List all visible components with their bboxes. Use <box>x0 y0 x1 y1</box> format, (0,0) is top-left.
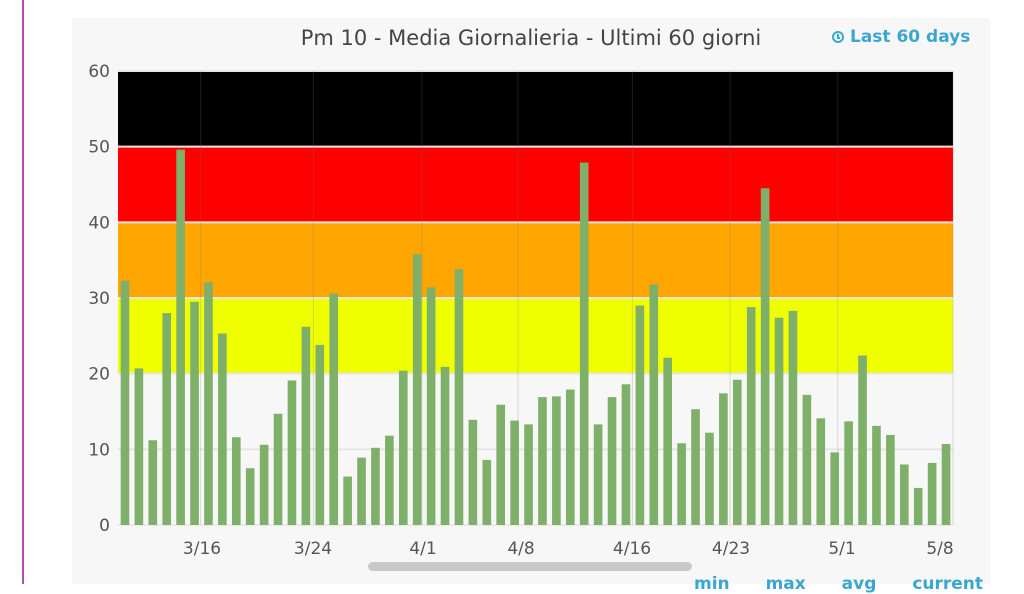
y-tick-label-0: 0 <box>99 516 110 536</box>
bar-20[interactable] <box>398 370 408 525</box>
bar-36[interactable] <box>621 384 631 525</box>
bar-59[interactable] <box>941 444 951 525</box>
bar-5[interactable] <box>190 301 199 525</box>
bar-1[interactable] <box>134 368 144 525</box>
chart-scrollbar[interactable] <box>368 562 692 571</box>
time-range-link[interactable]: Last 60 days <box>832 27 970 47</box>
bar-49[interactable] <box>802 394 812 525</box>
bar-7[interactable] <box>218 333 227 525</box>
bar-44[interactable] <box>732 379 742 525</box>
bar-11[interactable] <box>273 413 283 525</box>
bar-56[interactable] <box>899 464 909 525</box>
x-tick-label-3: 4/8 <box>507 539 534 559</box>
legend-max[interactable]: max <box>765 574 806 594</box>
bar-39[interactable] <box>663 357 673 525</box>
bar-54[interactable] <box>872 425 881 525</box>
y-tick-label-2: 20 <box>88 365 110 385</box>
bar-43[interactable] <box>719 393 728 525</box>
x-tick-label-6: 5/1 <box>828 539 855 559</box>
y-tick-label-3: 30 <box>88 289 110 309</box>
bar-15[interactable] <box>329 293 339 525</box>
bar-33[interactable] <box>579 162 589 525</box>
bar-0[interactable] <box>120 280 130 525</box>
y-tick-label-6: 60 <box>88 62 110 82</box>
bar-29[interactable] <box>524 424 533 525</box>
bar-19[interactable] <box>385 435 394 525</box>
bar-17[interactable] <box>357 457 366 525</box>
x-tick-label-0: 3/16 <box>183 539 221 559</box>
bar-31[interactable] <box>552 396 561 525</box>
bar-42[interactable] <box>705 432 714 525</box>
bar-37[interactable] <box>635 305 645 525</box>
bar-55[interactable] <box>886 434 895 525</box>
bar-48[interactable] <box>788 310 798 525</box>
y-tick-label-4: 40 <box>88 213 110 233</box>
bar-38[interactable] <box>649 284 659 525</box>
bar-28[interactable] <box>510 420 519 525</box>
bar-2[interactable] <box>148 440 158 525</box>
grid-lines <box>118 70 954 526</box>
bar-24[interactable] <box>454 269 464 525</box>
threshold-band-2 <box>118 146 953 223</box>
bar-21[interactable] <box>412 254 422 525</box>
x-tick-label-7: 5/8 <box>926 539 953 559</box>
bar-51[interactable] <box>830 452 840 525</box>
clock-icon <box>832 31 844 43</box>
legend-min[interactable]: min <box>694 574 730 594</box>
bar-57[interactable] <box>913 487 923 525</box>
x-tick-label-5: 4/23 <box>712 539 750 559</box>
bar-53[interactable] <box>858 355 867 525</box>
chart-title: Pm 10 - Media Giornalieria - Ultimi 60 g… <box>300 26 762 50</box>
threshold-band-3 <box>118 71 953 147</box>
bars <box>120 149 951 526</box>
bar-25[interactable] <box>468 419 478 525</box>
bar-27[interactable] <box>496 404 506 525</box>
bar-12[interactable] <box>287 380 297 525</box>
y-axis: 0 10 20 30 40 50 60 <box>88 62 110 536</box>
bar-26[interactable] <box>482 459 492 525</box>
x-tick-label-1: 3/24 <box>294 539 332 559</box>
bar-47[interactable] <box>774 317 784 525</box>
legend-avg[interactable]: avg <box>841 574 877 594</box>
bar-8[interactable] <box>231 437 241 525</box>
time-range-label: Last 60 days <box>850 27 971 47</box>
bar-46[interactable] <box>760 188 770 526</box>
bar-45[interactable] <box>746 307 756 525</box>
x-axis: 3/16 3/24 4/1 4/8 4/16 4/23 5/1 5/8 <box>183 539 954 559</box>
bar-58[interactable] <box>927 462 937 525</box>
bar-50[interactable] <box>816 418 826 525</box>
bar-4[interactable] <box>176 149 185 525</box>
bar-14[interactable] <box>315 344 325 525</box>
bar-34[interactable] <box>593 424 603 525</box>
y-tick-label-1: 10 <box>88 440 110 460</box>
bar-32[interactable] <box>565 389 575 525</box>
threshold-band-0 <box>118 298 953 374</box>
left-border <box>22 0 24 584</box>
bar-40[interactable] <box>677 443 686 525</box>
bar-52[interactable] <box>844 421 853 525</box>
bar-13[interactable] <box>301 326 311 525</box>
bar-23[interactable] <box>440 366 450 525</box>
bar-35[interactable] <box>607 397 617 525</box>
bar-18[interactable] <box>371 447 380 525</box>
bar-22[interactable] <box>426 287 436 525</box>
legend: min max avg current <box>694 574 1013 594</box>
legend-current[interactable]: current <box>912 574 984 594</box>
bar-10[interactable] <box>259 444 269 525</box>
threshold-band-1 <box>118 222 953 298</box>
x-tick-label-2: 4/1 <box>409 539 436 559</box>
bar-16[interactable] <box>343 476 352 525</box>
bar-9[interactable] <box>245 468 255 525</box>
x-tick-label-4: 4/16 <box>613 539 651 559</box>
threshold-bands <box>118 71 953 374</box>
y-tick-label-5: 50 <box>88 138 110 158</box>
bar-3[interactable] <box>162 313 172 525</box>
bar-30[interactable] <box>538 397 547 525</box>
bar-41[interactable] <box>691 409 700 525</box>
bar-6[interactable] <box>204 282 213 525</box>
